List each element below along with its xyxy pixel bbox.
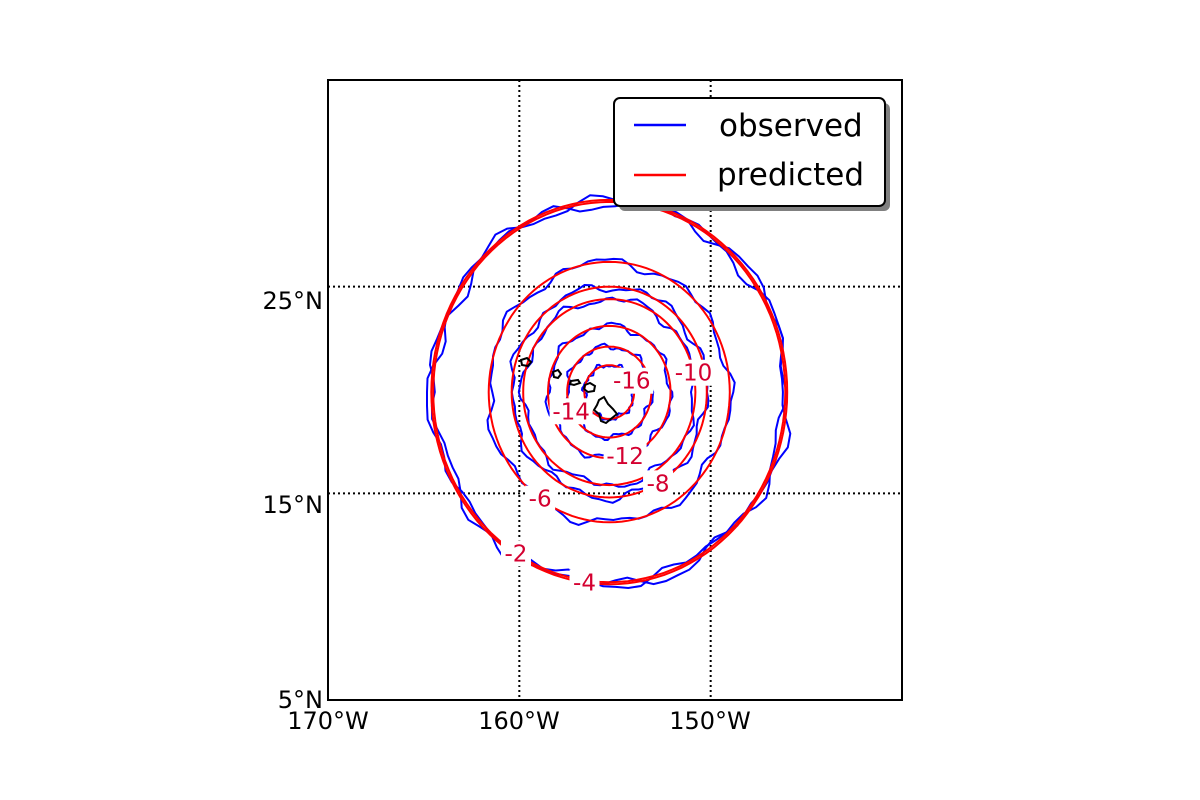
legend-label-observed: observed — [719, 108, 863, 144]
x-tick-label-150w: 150°W — [669, 707, 751, 735]
legend-label-predicted: predicted — [717, 157, 864, 193]
contour-label: -16 — [613, 369, 651, 395]
contour-label-background — [500, 540, 531, 567]
predicted-contour-line — [487, 260, 731, 524]
contour-label: -10 — [675, 361, 713, 387]
contour-label-background — [603, 442, 647, 469]
contour-label: -2 — [505, 541, 528, 567]
map-frame — [327, 79, 903, 701]
contour-label-background — [569, 569, 600, 596]
contour-label-background — [643, 470, 674, 497]
predicted-contour-line — [566, 345, 653, 439]
y-tick-label-15n: 15°N — [263, 491, 324, 519]
y-tick-label-5n: 5°N — [278, 686, 323, 714]
predicted-contour-line — [430, 198, 789, 586]
x-tick-label-170w: 170°W — [287, 707, 369, 735]
contour-label: -14 — [552, 399, 590, 425]
observed-contour-line — [426, 194, 792, 586]
contour-label: -4 — [573, 570, 596, 596]
coastline-maui — [582, 381, 597, 394]
coastline-big-island — [592, 395, 619, 425]
coastline-kauai — [519, 356, 533, 368]
x-tick-label-160w: 160°W — [478, 707, 560, 735]
contour-label: -8 — [647, 471, 670, 497]
contour-label-background — [610, 367, 654, 394]
coastline-layer — [519, 356, 619, 425]
legend: observed predicted — [613, 97, 890, 211]
y-tick-label-25n: 25°N — [263, 287, 324, 315]
predicted-contour-line — [432, 200, 787, 584]
contour-label: -6 — [529, 487, 552, 513]
observed-contour-line — [428, 198, 788, 590]
contour-label-background — [525, 485, 556, 512]
coastline-oahu — [551, 368, 563, 380]
contour-label-background — [549, 398, 593, 425]
coastline-molokai — [568, 378, 582, 387]
contour-label: -12 — [606, 444, 644, 470]
contour-labels: -16 -14 -12 -10 -8 -6 -4 -2 — [500, 359, 715, 596]
contour-label-background — [671, 359, 715, 386]
